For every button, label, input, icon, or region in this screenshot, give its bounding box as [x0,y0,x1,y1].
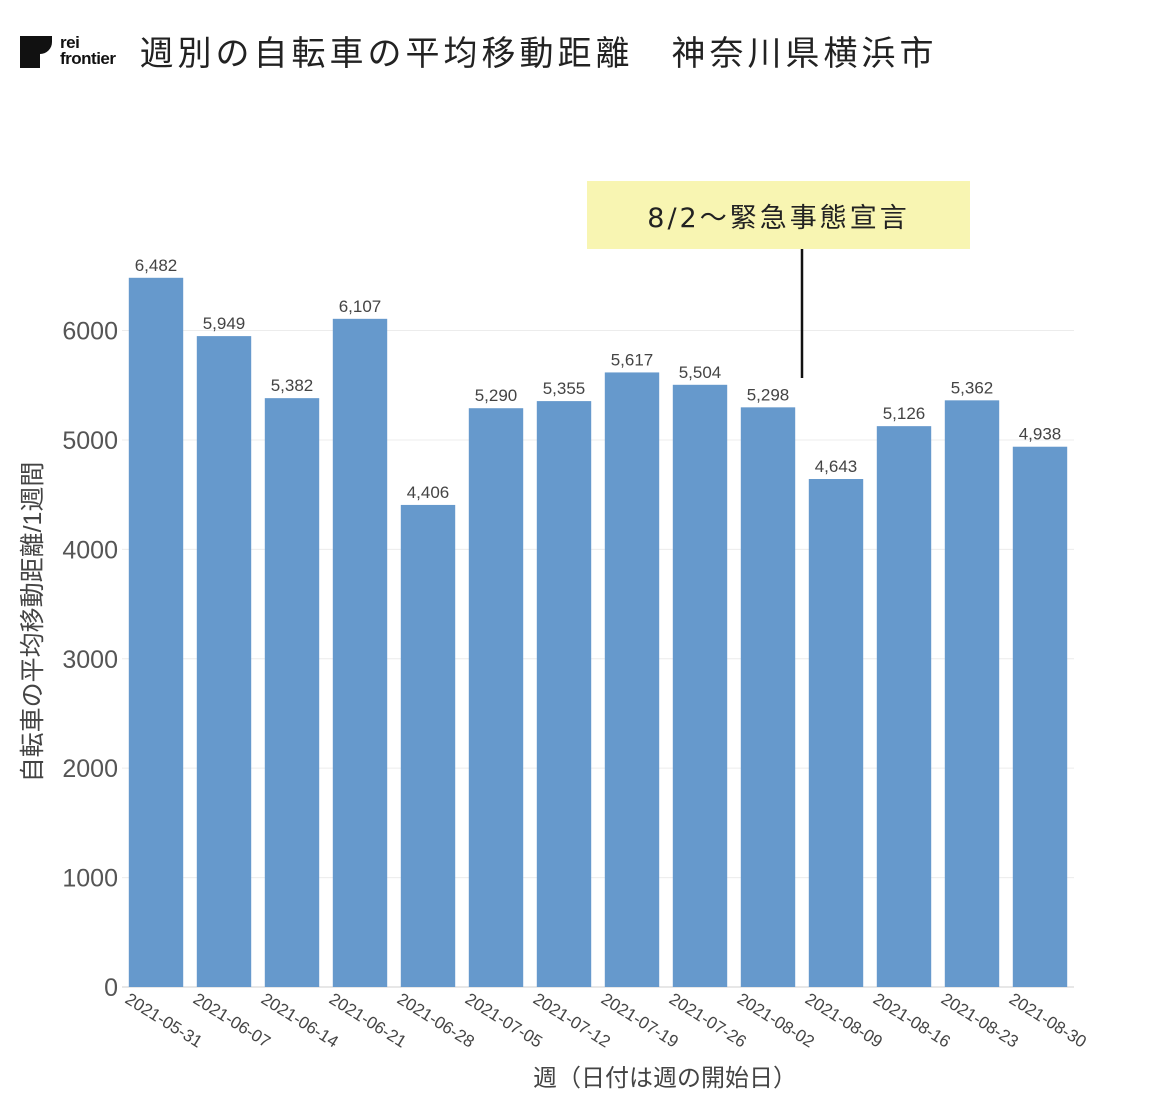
y-tick-label: 6000 [62,318,118,346]
y-tick-label: 3000 [62,646,118,674]
bar [944,400,1000,987]
logo-text: rei frontier [60,32,116,68]
bar [332,318,388,987]
data-label: 5,617 [611,350,654,369]
data-label: 5,504 [679,363,722,382]
brand-logo: rei frontier [20,32,116,70]
data-label: 5,290 [475,386,518,405]
bar [740,407,796,988]
bar [604,372,660,988]
data-label: 5,355 [543,379,586,398]
logo-line-1: rei [60,32,80,52]
title-main: 週別の自転車の平均移動距離 [139,34,634,74]
data-label: 5,126 [883,404,926,423]
y-tick-label: 2000 [62,755,118,783]
bar [672,384,728,988]
x-axis-label: 週（日付は週の開始日） [533,1065,797,1092]
logo-line-2: frontier [60,48,116,68]
y-tick-label: 0 [104,974,118,1002]
bar [468,408,524,987]
y-axis-label: 自転車の平均移動距離/1週間 [19,462,47,783]
bar [876,426,932,988]
bar [808,479,864,987]
data-label: 6,482 [135,256,178,275]
bar [128,277,184,987]
bar [400,504,456,987]
data-label: 4,643 [815,457,858,476]
data-label: 6,107 [339,297,382,316]
y-tick-label: 5000 [62,427,118,455]
logo-mark-icon [20,32,54,70]
data-label: 5,382 [271,376,314,395]
data-labels: 6,482 5,949 5,382 6,107 4,406 5,290 5,355 5,617… [135,256,1062,502]
y-tick-label: 1000 [62,865,118,893]
bar [536,401,592,988]
data-label: 5,298 [747,385,790,404]
y-tick-label: 4000 [62,536,118,564]
bar [1012,446,1068,987]
bar [196,336,252,988]
data-label: 4,406 [407,483,450,502]
header: rei frontier 週別の自転車の平均移動距離 神奈川県横浜市 [20,26,938,75]
x-tick-label: 2021-08-30 [1006,989,1090,1051]
bars [128,277,1068,988]
title-region: 神奈川県横浜市 [671,34,938,74]
annotation-text: 8/2～緊急事態宣言 [647,202,910,234]
data-label: 4,938 [1019,425,1062,444]
chart-title: 週別の自転車の平均移動距離 神奈川県横浜市 [140,26,938,75]
bar [264,398,320,987]
annotation-box: 8/2～緊急事態宣言 [587,181,970,249]
x-axis-ticks: 2021-05-312021-06-072021-06-142021-06-21… [122,989,1090,1051]
data-label: 5,949 [203,314,246,333]
y-axis-ticks: 0 1000 2000 3000 4000 5000 6000 [62,318,118,1002]
data-label: 5,362 [951,378,994,397]
